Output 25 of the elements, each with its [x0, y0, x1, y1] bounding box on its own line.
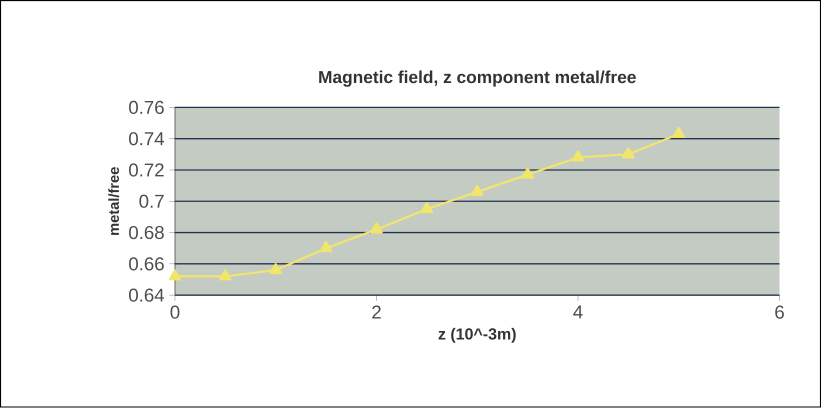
x-tick-label: 2 — [372, 306, 381, 319]
y-tick-label: 0.72 — [129, 164, 164, 177]
point — [470, 185, 484, 196]
y-tick-label: 0.64 — [129, 288, 164, 302]
y-axis-title: metal/free — [108, 167, 120, 236]
y-tick-label: 0.74 — [129, 132, 164, 146]
y-tick-label: 0.66 — [129, 257, 164, 271]
point — [521, 168, 534, 179]
x-tick-label: 0 — [170, 306, 180, 319]
point — [572, 150, 584, 162]
point — [672, 127, 686, 138]
point — [168, 270, 182, 281]
point — [420, 202, 434, 214]
y-tick-label: 0.7 — [139, 194, 164, 208]
point — [219, 270, 232, 281]
point — [269, 263, 282, 274]
x-tick-label: 6 — [775, 306, 784, 319]
chart-title: Magnetic field, z component metal/free — [319, 70, 636, 87]
point — [622, 148, 635, 159]
y-tick-label: 0.68 — [129, 226, 164, 240]
point — [370, 222, 383, 234]
y-tick-label: 0.76 — [129, 101, 164, 114]
x-tick-label: 4 — [573, 306, 583, 319]
x-axis-title: z (10^-3m) — [438, 328, 516, 344]
point — [320, 241, 332, 252]
